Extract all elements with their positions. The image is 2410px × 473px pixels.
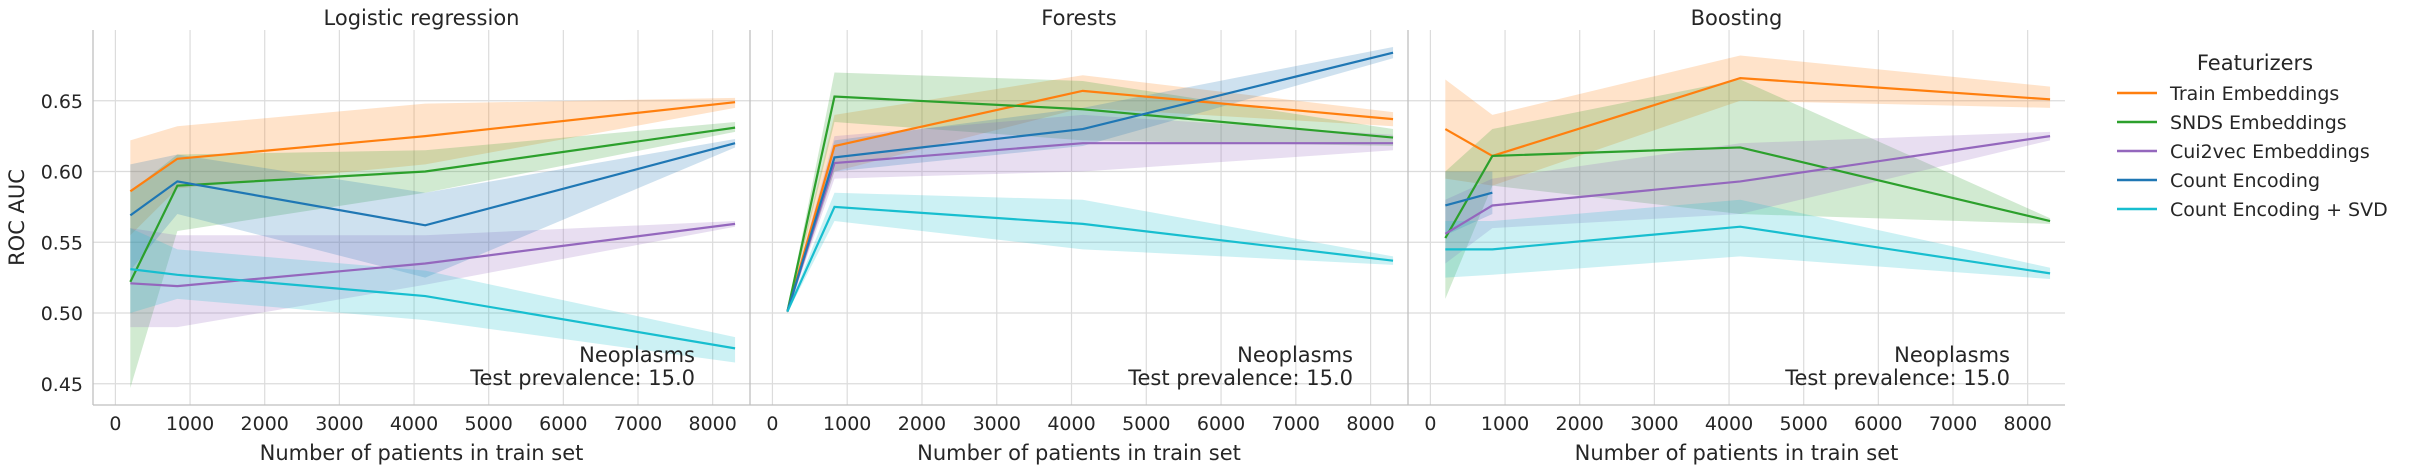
ci-band-train-embeddings (130, 97, 736, 236)
x-axis-label: Number of patients in train set (1575, 441, 1899, 465)
panel-title: Logistic regression (324, 6, 520, 30)
ci-band-train-embeddings (787, 75, 1394, 314)
ci-band-count-encoding-svd (787, 192, 1394, 314)
y-tick-label: 0.50 (41, 303, 83, 325)
legend-entry: SNDS Embeddings (2170, 112, 2347, 134)
series-line-train-embeddings (129, 101, 736, 193)
x-tick-label: 2000 (898, 413, 946, 435)
legend-entry: Count Encoding (2170, 170, 2320, 192)
x-tick-label: 0 (766, 413, 778, 435)
x-tick-label: 5000 (465, 413, 513, 435)
series-line-cui2vec-embeddings (130, 222, 736, 288)
ci-band-cui2vec-embeddings (787, 114, 1394, 314)
x-tick-label: 4000 (1705, 413, 1753, 435)
panel-annotation: Test prevalence: 15.0 (1784, 366, 2010, 390)
ci-band-count-encoding (130, 138, 736, 278)
ci-band-cui2vec-embeddings (130, 221, 736, 328)
series-line-snds-embeddings (786, 95, 1394, 312)
ci-band-cui2vec-embeddings (1445, 131, 2051, 264)
ci-band-snds-embeddings (787, 72, 1394, 314)
series-line-count-encoding (786, 51, 1394, 312)
series-line-snds-embeddings (1444, 146, 2051, 239)
series-line-count-encoding (1445, 191, 1493, 207)
x-tick-label: 6000 (539, 413, 587, 435)
x-axis-label: Number of patients in train set (917, 441, 1241, 465)
x-tick-label: 8000 (688, 413, 736, 435)
panel-annotation: Test prevalence: 15.0 (1127, 366, 1353, 390)
series-line-snds-embeddings (129, 126, 736, 283)
legend-entry: Cui2vec Embeddings (2170, 141, 2370, 163)
x-tick-label: 4000 (1047, 413, 1095, 435)
legend-entry: Count Encoding + SVD (2170, 199, 2388, 221)
panel-annotation: Neoplasms (579, 343, 695, 367)
panel-title: Boosting (1691, 6, 1783, 30)
x-tick-label: 1000 (1481, 413, 1529, 435)
x-tick-label: 7000 (1272, 413, 1320, 435)
panel-title: Forests (1041, 6, 1116, 30)
x-tick-label: 3000 (973, 413, 1021, 435)
series-line-cui2vec-embeddings (1444, 135, 2051, 235)
x-tick-label: 0 (1424, 413, 1436, 435)
x-tick-label: 5000 (1780, 413, 1828, 435)
series-line-train-embeddings (786, 89, 1394, 312)
x-tick-label: 2000 (1556, 413, 1604, 435)
y-tick-label: 0.55 (41, 232, 83, 254)
x-tick-label: 0 (109, 413, 121, 435)
series-line-train-embeddings (1444, 77, 2051, 158)
y-tick-label: 0.45 (41, 374, 83, 396)
panel-forests: 0 1000 2000 3000 4000 5000 6000 7000 8000 Forests… (749, 6, 1408, 465)
legend-entry: Train Embeddings (2169, 83, 2339, 105)
x-tick-label: 5000 (1122, 413, 1170, 435)
y-axis-label: ROC AUC (5, 169, 29, 266)
x-tick-label: 1000 (166, 413, 214, 435)
legend-title: Featurizers (2197, 51, 2313, 75)
panel-logistic-regression: 0 1000 2000 3000 4000 5000 6000 7000 8000 0.45 0.5… (5, 6, 750, 465)
ci-band-count-encoding (787, 46, 1394, 314)
series-line-count-encoding (129, 142, 736, 227)
x-tick-label: 6000 (1854, 413, 1902, 435)
x-tick-label: 1000 (823, 413, 871, 435)
x-axis-label: Number of patients in train set (260, 441, 584, 465)
x-tick-label: 2000 (241, 413, 289, 435)
panel-annotation: Neoplasms (1237, 343, 1353, 367)
panel-boosting: 0 1000 2000 3000 4000 5000 6000 7000 8000 Boostin… (1407, 6, 2065, 465)
panel-annotation: Neoplasms (1894, 343, 2010, 367)
y-tick-label: 0.60 (41, 162, 83, 184)
x-tick-label: 7000 (1929, 413, 1977, 435)
x-tick-label: 8000 (2003, 413, 2051, 435)
y-tick-label: 0.65 (41, 91, 83, 113)
series-line-count-encoding-svd (786, 205, 1394, 313)
ci-band-count-encoding-svd (130, 228, 736, 363)
x-tick-label: 6000 (1197, 413, 1245, 435)
series-line-count-encoding-svd (130, 268, 736, 350)
x-tick-label: 3000 (1630, 413, 1678, 435)
panel-annotation: Test prevalence: 15.0 (469, 366, 695, 390)
series-line-count-encoding-svd (1445, 225, 2051, 275)
ci-band-count-encoding-svd (1445, 199, 2051, 280)
legend: Featurizers Train Embeddings SNDS Embeddin… (2117, 51, 2388, 221)
x-tick-label: 3000 (315, 413, 363, 435)
ci-band-snds-embeddings (1445, 79, 2051, 299)
x-tick-label: 8000 (1346, 413, 1394, 435)
ci-band-snds-embeddings (130, 121, 736, 389)
x-tick-label: 7000 (614, 413, 662, 435)
x-tick-label: 4000 (390, 413, 438, 435)
